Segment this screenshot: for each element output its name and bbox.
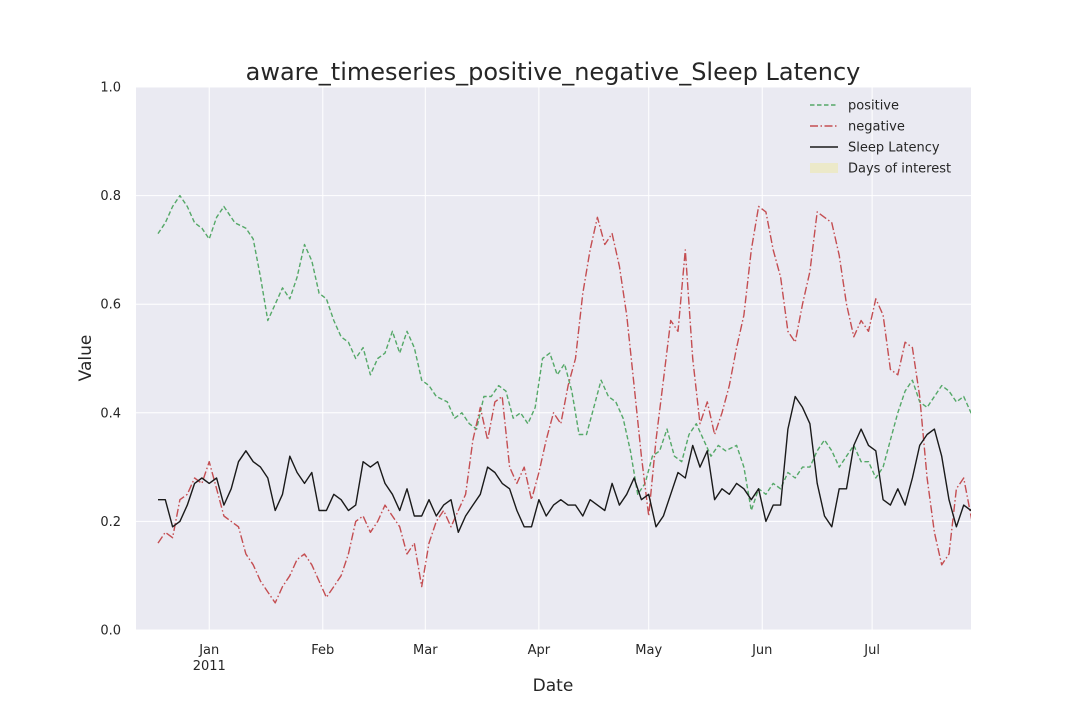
x-tick-label: Jan	[198, 643, 219, 658]
y-tick-label: 0.4	[100, 406, 121, 421]
legend-label-sleep-latency: Sleep Latency	[848, 141, 940, 156]
x-tick-label: Feb	[311, 643, 334, 658]
legend-label-negative: negative	[848, 120, 905, 135]
y-tick-label: 0.2	[100, 515, 121, 530]
series-line-negative	[157, 205, 971, 604]
x-axis-label: Date	[533, 676, 574, 696]
x-tick-label: Jun	[751, 643, 772, 658]
x-tick-label: May	[635, 643, 662, 658]
y-tick-label: 1.0	[100, 81, 121, 96]
x-tick-sublabel: 2011	[193, 659, 226, 674]
series-line-positive	[157, 194, 971, 512]
chart-title: aware_timeseries_positive_negative_Sleep…	[246, 58, 861, 86]
y-tick-label: 0.6	[100, 298, 121, 313]
x-tick-label: Jul	[863, 643, 880, 658]
y-tick-label: 0.8	[100, 189, 121, 204]
legend-swatch-days-of-interest	[810, 163, 838, 173]
y-axis-label: Value	[76, 335, 96, 382]
x-tick-label: Apr	[528, 643, 551, 658]
legend-label-positive: positive	[848, 99, 899, 114]
plot-area	[136, 87, 971, 630]
legend: positive negative Sleep Latency Days of int…	[810, 99, 951, 177]
series-line-sleep-latency	[158, 395, 971, 533]
y-axis: 0.0 0.2 0.4 0.6 0.8 1.0	[100, 81, 121, 639]
y-tick-label: 0.0	[100, 624, 121, 639]
series-lines	[157, 194, 971, 604]
legend-label-days-of-interest: Days of interest	[848, 162, 951, 177]
x-tick-label: Mar	[413, 643, 438, 658]
